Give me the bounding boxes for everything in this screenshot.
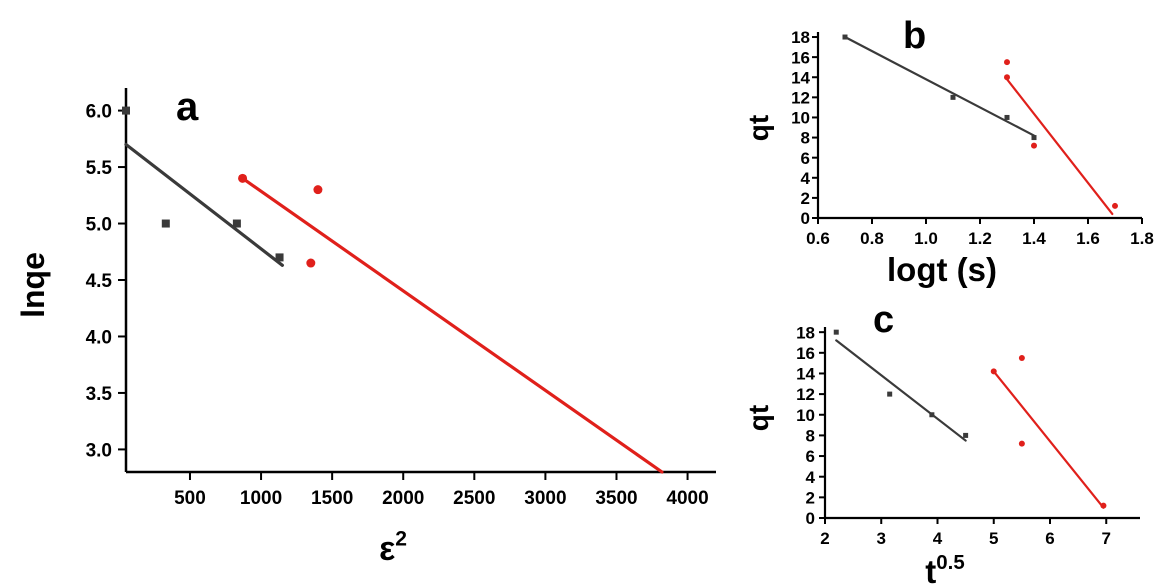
panel-c-y-tick-label: 2 [806,488,815,507]
panel-a-x-tick-label: 3000 [524,488,566,509]
panel-c-y-tick-label: 0 [806,509,815,528]
panel-b-y-tick-label: 12 [791,88,810,107]
panel-c-x-tick-label: 7 [1102,529,1111,548]
panel-a-black-data-point [122,106,130,115]
panel-b-black-data-point [950,94,956,100]
panel-a-y-tick-label: 6.0 [86,101,112,122]
panel-a-y-tick-label: 4.5 [86,271,113,292]
panel-b-red-fit-line [1005,78,1114,216]
panel-c-red-data-point [1100,502,1107,509]
panel-b-red-data-point [1112,202,1118,209]
panel-c-red-data-point [1018,354,1025,361]
panel-c-black-data-point [833,329,839,335]
panel-b-y-tick-label: 2 [801,189,810,208]
panel-a-x-axis-label-superscript: 2 [395,528,407,551]
panel-c-x-tick-label: 2 [820,529,829,548]
panel-c-x-tick-label: 6 [1045,529,1054,548]
panel-c-red-data-point [1018,440,1025,447]
panel-c-x-axis-label: t0.5 [925,551,964,587]
panel-b-y-tick-label: 16 [791,48,810,67]
panel-c-y-tick-label: 16 [796,344,815,363]
panel-b-black-data-point [1004,114,1010,120]
panel-a-x-tick-label: 4000 [666,488,708,509]
panel-b-x-tick-label: 1.8 [1130,229,1154,248]
panel-c-x-tick-label: 5 [989,529,998,548]
panel-b-letter: b [903,15,926,57]
panel-a-y-tick-label: 5.0 [86,214,112,235]
panel-a-red-data-point [313,185,323,195]
panel-b-red-data-point [1004,74,1010,81]
panel-c-y-tick-label: 8 [806,427,815,446]
panel-a-red-fit-line [240,176,664,474]
panel-a-y-tick-label: 3.0 [86,440,112,461]
panel-a-red-data-point [306,258,316,268]
panel-c-letter: c [873,299,894,341]
panel-c-y-axis-label: qt [743,405,774,431]
panel-a-x-tick-label: 2500 [453,488,495,509]
panel-c-black-data-point [929,412,935,418]
panel-b-x-tick-label: 1.0 [914,229,938,248]
panel-b-x-tick-label: 1.4 [1022,229,1046,248]
panel-a-x-tick-label: 500 [174,488,206,509]
panel-b-black-data-point [842,34,848,40]
panel-a-black-data-point [232,219,241,228]
panel-b-y-tick-label: 8 [801,129,810,148]
panel-b-y-tick-label: 6 [801,149,810,168]
panel-b-y-tick-label: 10 [791,109,810,128]
panel-b-x-tick-label: 1.6 [1076,229,1100,248]
panel-a-letter: a [176,85,199,129]
panel-c-y-tick-label: 10 [796,406,815,425]
panel-a-red-data-point [238,173,248,183]
panel-a-y-tick-label: 4.0 [86,327,112,348]
panel-c-y-tick-label: 4 [806,468,816,487]
panel-b-x-tick-label: 0.6 [806,229,830,248]
panel-c-y-tick-label: 14 [796,365,815,384]
panel-a-x-tick-label: 2000 [382,488,424,509]
panel-c-red-data-point [990,368,997,375]
panel-a-x-axis-label: ε2 [379,528,407,568]
panel-b-black-data-point [1031,135,1037,141]
panel-b-red-data-point [1004,59,1010,66]
panel-c-black-data-point [963,432,969,438]
panel-c-y-tick-label: 6 [806,447,815,466]
panel-a-x-tick-label: 1000 [240,488,282,509]
panel-c-x-axis-label-superscript: 0.5 [936,551,964,574]
panel-c-y-tick-label: 12 [796,385,815,404]
panel-a-black-data-point [275,253,284,262]
panel-b-x-axis-label: logt (s) [887,251,997,288]
panel-a-y-tick-label: 3.5 [86,384,113,405]
panel-a-black-data-point [161,219,170,228]
panel-b-x-tick-label: 1.2 [968,229,992,248]
panel-c-y-tick-label: 18 [796,323,815,342]
panel-a-black-fit-line [124,142,284,267]
panel-a-y-tick-label: 5.5 [86,158,113,179]
panel-b-y-tick-label: 0 [801,209,810,228]
panel-c-black-data-point [887,391,893,397]
panel-b-x-tick-label: 0.8 [860,229,884,248]
panel-a-x-tick-label: 3500 [595,488,637,509]
panel-b-y-tick-label: 18 [791,28,810,47]
panel-c-black-fit-line [835,339,967,442]
panel-b-y-tick-label: 4 [801,169,811,188]
panel-c-x-tick-label: 3 [877,529,886,548]
panel-b-y-tick-label: 14 [791,68,810,87]
panel-a-y-axis-label: lnqe [15,252,51,318]
panel-b-y-axis-label: qt [743,115,774,141]
panel-b-red-data-point [1031,142,1037,149]
panel-a-x-tick-label: 1500 [311,488,353,509]
panel-c-x-tick-label: 4 [933,529,943,548]
panel-b-black-fit-line [843,35,1036,137]
panel-c-red-fit-line [992,370,1105,509]
